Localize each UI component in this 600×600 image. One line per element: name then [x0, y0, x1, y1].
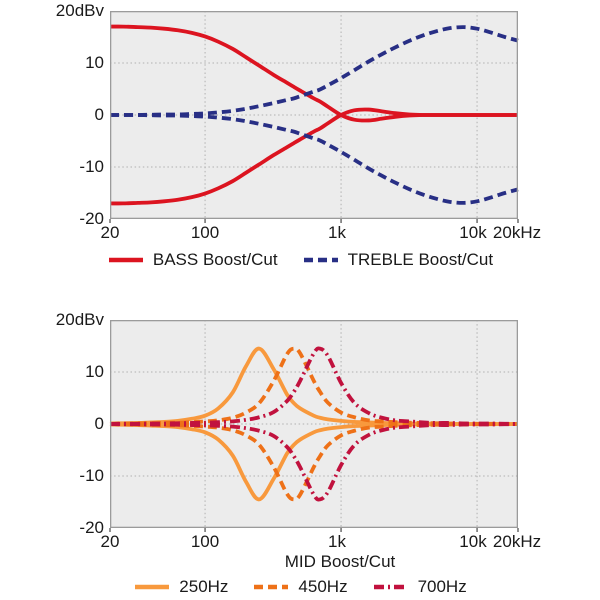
x-tick-10k-mid: 10k: [459, 532, 487, 551]
x-tick-20: 20: [100, 223, 120, 242]
250hz-line-swatch-icon: [133, 582, 171, 592]
mid-x-axis-label: MID Boost/Cut: [284, 552, 396, 571]
plot-border: [109, 10, 519, 219]
y-tick-10-mid: 10: [85, 362, 104, 381]
series-curve-treble-cut: [109, 113, 519, 205]
series-curve-bass-cut: [109, 107, 518, 206]
plot-border: [109, 319, 519, 528]
x-tick-1k-mid: 1k: [328, 532, 346, 551]
y-tick-0-mid: 0: [94, 414, 104, 433]
y-tick-neg10: -10: [79, 157, 104, 176]
y-tick-neg20: -20: [79, 209, 104, 228]
y-tick-0: 0: [94, 105, 104, 124]
x-tick-1k: 1k: [328, 223, 346, 242]
mid-legend: 250Hz 450Hz 700Hz: [0, 577, 600, 597]
x-tick-100-mid: 100: [190, 532, 220, 551]
bass-line-swatch-icon: [107, 255, 145, 265]
legend-label-450hz: 450Hz: [298, 577, 348, 596]
bass-treble-plot-area: [109, 10, 519, 223]
mid-plot-area: [109, 319, 519, 532]
y-tick-neg10-mid: -10: [79, 466, 104, 485]
x-tick-20khz: 20kHz: [492, 223, 542, 242]
legend-item-bass: BASS Boost/Cut: [107, 250, 278, 270]
bass-treble-legend: BASS Boost/Cut TREBLE Boost/Cut: [0, 250, 600, 270]
x-tick-10k: 10k: [459, 223, 487, 242]
y-tick-neg20-mid: -20: [79, 518, 104, 537]
legend-label-bass: BASS Boost/Cut: [152, 250, 278, 269]
x-tick-20-mid: 20: [100, 532, 120, 551]
y-tick-10: 10: [85, 53, 104, 72]
450hz-line-swatch-icon: [252, 582, 290, 592]
y-tick-20dbv-mid: 20dBv: [55, 310, 104, 329]
legend-label-250hz: 250Hz: [179, 577, 229, 596]
x-tick-100: 100: [190, 223, 220, 242]
series-curve-700hz-cut: [109, 422, 519, 502]
legend-item-250hz: 250Hz: [133, 577, 228, 597]
legend-label-treble: TREBLE Boost/Cut: [347, 250, 494, 269]
700hz-line-swatch-icon: [372, 582, 410, 592]
treble-line-swatch-icon: [302, 255, 340, 265]
y-tick-20dbv: 20dBv: [55, 1, 104, 20]
legend-item-450hz: 450Hz: [252, 577, 348, 597]
x-tick-20khz-mid: 20kHz: [492, 532, 542, 551]
legend-item-700hz: 700Hz: [372, 577, 467, 597]
legend-item-treble: TREBLE Boost/Cut: [302, 250, 494, 270]
series-curve-700hz-boost: [109, 346, 519, 426]
legend-label-700hz: 700Hz: [417, 577, 467, 596]
